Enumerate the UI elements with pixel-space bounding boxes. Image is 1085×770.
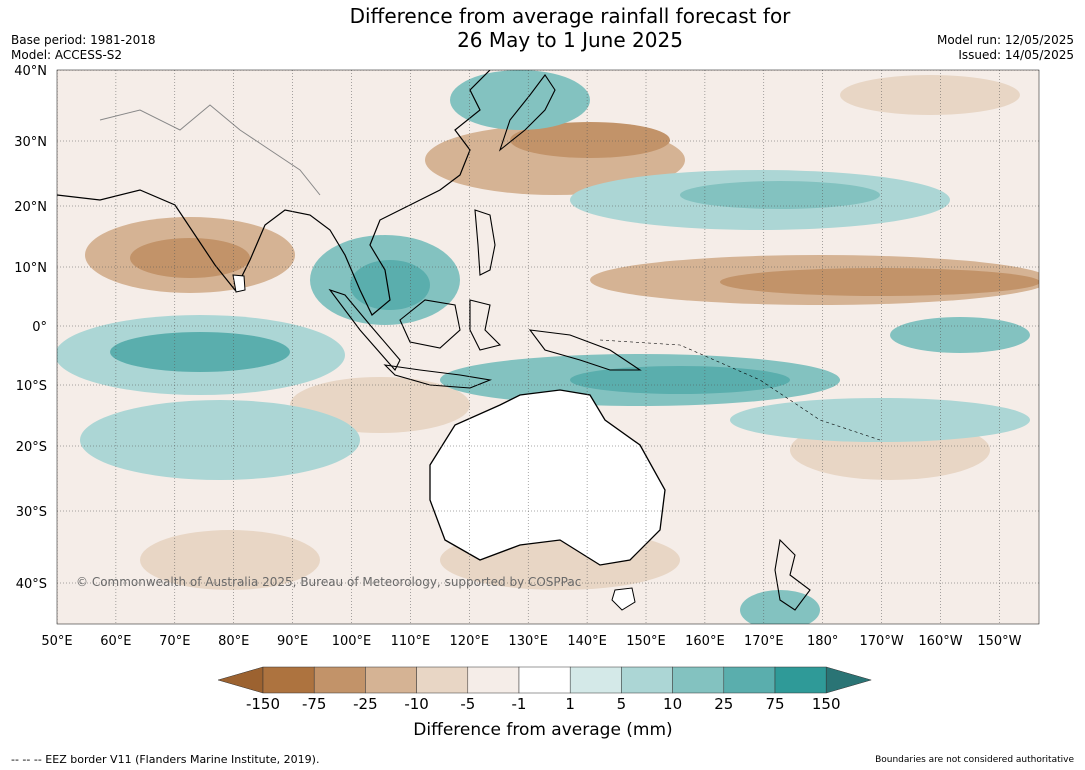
meta-right: Model run: 12/05/2025 Issued: 14/05/2025 [900, 33, 1074, 63]
wet-region-south-pacific [730, 398, 1030, 442]
borneo-outline [399, 299, 461, 349]
legend-tick-label: -75 [302, 695, 327, 713]
dry-core-north-pacific [720, 268, 1039, 296]
legend-swatch [313, 666, 366, 694]
map-title: Difference from average rainfall forecas… [0, 4, 1085, 52]
lat-label: 10°S [16, 379, 47, 394]
lon-label: 180° [807, 634, 838, 649]
wet-region-tasman [740, 590, 820, 624]
new-guinea-outline [528, 329, 642, 371]
wet-core-coral-sea [570, 366, 790, 394]
legend-tick-label: 10 [663, 695, 682, 713]
lon-label: 80°E [218, 634, 249, 649]
legend-swatch [621, 666, 673, 694]
legend-tick-label: 150 [812, 695, 841, 713]
lat-label: 30°S [16, 505, 47, 520]
lon-label: 100°E [332, 634, 372, 649]
legend-swatch [467, 666, 520, 694]
legend-tick-label: 25 [714, 695, 733, 713]
latitude-labels: 40°N 30°N 20°N 10°N 0° 10°S 20°S 30°S 40°S [14, 64, 47, 592]
java-outline [383, 364, 493, 389]
sulawesi-outline [469, 299, 502, 351]
graticule [57, 70, 1039, 624]
lon-label: 90°E [277, 634, 308, 649]
lon-label: 150°W [977, 634, 1021, 649]
legend-swatch [774, 666, 827, 694]
dry-core-east-china-sea [510, 122, 670, 158]
lat-label: 40°S [16, 577, 47, 592]
lon-label: 70°E [159, 634, 190, 649]
longitude-labels: 50°E 60°E 70°E 80°E 90°E 100°E 110°E 120°E 130°E… [41, 634, 1021, 649]
legend-swatch [416, 666, 469, 694]
lat-label: 0° [32, 320, 47, 335]
title-line-1: Difference from average rainfall forecas… [349, 4, 791, 28]
legend-tick-label: -150 [246, 695, 280, 713]
lon-label: 120°E [450, 634, 490, 649]
lon-label: 60°E [100, 634, 131, 649]
asia-coastline [57, 70, 491, 316]
legend-tick-label: 1 [565, 695, 575, 713]
title-line-2: 26 May to 1 June 2025 [457, 28, 683, 52]
map-frame [56, 69, 1040, 625]
sumatra-outline [328, 288, 401, 371]
legend-tick-label: -5 [460, 695, 475, 713]
tasmania-outline [611, 587, 636, 611]
legend-swatch [365, 666, 417, 694]
lon-label: 110°E [391, 634, 431, 649]
base-period: Base period: 1981-2018 [11, 33, 156, 47]
wet-core-equatorial-indian [110, 332, 290, 372]
lon-label: 160°W [918, 634, 962, 649]
legend-arrow-right [825, 666, 873, 694]
meta-left: Base period: 1981-2018 Model: ACCESS-S2 [11, 33, 156, 63]
model-run: Model run: 12/05/2025 [936, 33, 1074, 47]
lon-label: 50°E [41, 634, 72, 649]
lat-label: 20°N [14, 200, 47, 215]
sri-lanka-outline [232, 274, 246, 293]
japan-outline [498, 74, 556, 152]
copyright-note: © Commonwealth of Australia 2025, Bureau… [76, 575, 581, 589]
legend-tick-label: 5 [617, 695, 627, 713]
lon-label: 130°E [508, 634, 548, 649]
model-name: Model: ACCESS-S2 [11, 48, 123, 62]
lon-label: 150°E [626, 634, 666, 649]
dry-region-south-indian [140, 530, 320, 590]
legend-tick-label: -1 [512, 695, 527, 713]
legend-tick-label: -25 [353, 695, 378, 713]
dry-core-arabian-sea [130, 238, 250, 278]
issued-date: Issued: 14/05/2025 [958, 48, 1074, 62]
philippines-outline [474, 209, 496, 276]
lon-label: 160°E [685, 634, 725, 649]
lat-label: 40°N [14, 64, 47, 79]
wet-core-north-pacific [680, 181, 880, 209]
australia-outline [429, 389, 666, 566]
legend-swatch [723, 666, 776, 694]
wet-region-japan [450, 70, 590, 130]
new-zealand-outline [774, 538, 811, 611]
rainfall-field [57, 70, 1039, 624]
eez-note: -- -- -- EEZ border V11 (Flanders Marine… [11, 753, 320, 766]
wet-core-south-china-sea [350, 260, 430, 310]
lon-label: 170°W [860, 634, 904, 649]
lon-label: 170°E [744, 634, 784, 649]
legend-arrow-left [217, 666, 264, 694]
wet-region-south-indian [80, 400, 360, 480]
lon-label: 140°E [567, 634, 607, 649]
legend-tick-label: -10 [404, 695, 429, 713]
eez-border [599, 339, 881, 441]
lat-label: 30°N [14, 135, 47, 150]
legend-swatch [518, 666, 571, 694]
country-borders [99, 104, 321, 196]
legend-swatch [262, 666, 315, 694]
wet-region-central-pacific [890, 317, 1030, 353]
lat-label: 10°N [14, 261, 47, 276]
boundaries-disclaimer: Boundaries are not considered authoritat… [875, 755, 1074, 765]
legend-title: Difference from average (mm) [413, 720, 673, 740]
legend-tick-label: 75 [765, 695, 784, 713]
legend-colorbar: -150 -75 -25 -10 -5 -1 1 5 10 25 75 150 [217, 666, 873, 713]
dry-region-north-east [840, 75, 1020, 115]
legend-swatch [569, 666, 622, 694]
legend-swatch [672, 666, 725, 694]
lat-label: 20°S [16, 440, 47, 455]
